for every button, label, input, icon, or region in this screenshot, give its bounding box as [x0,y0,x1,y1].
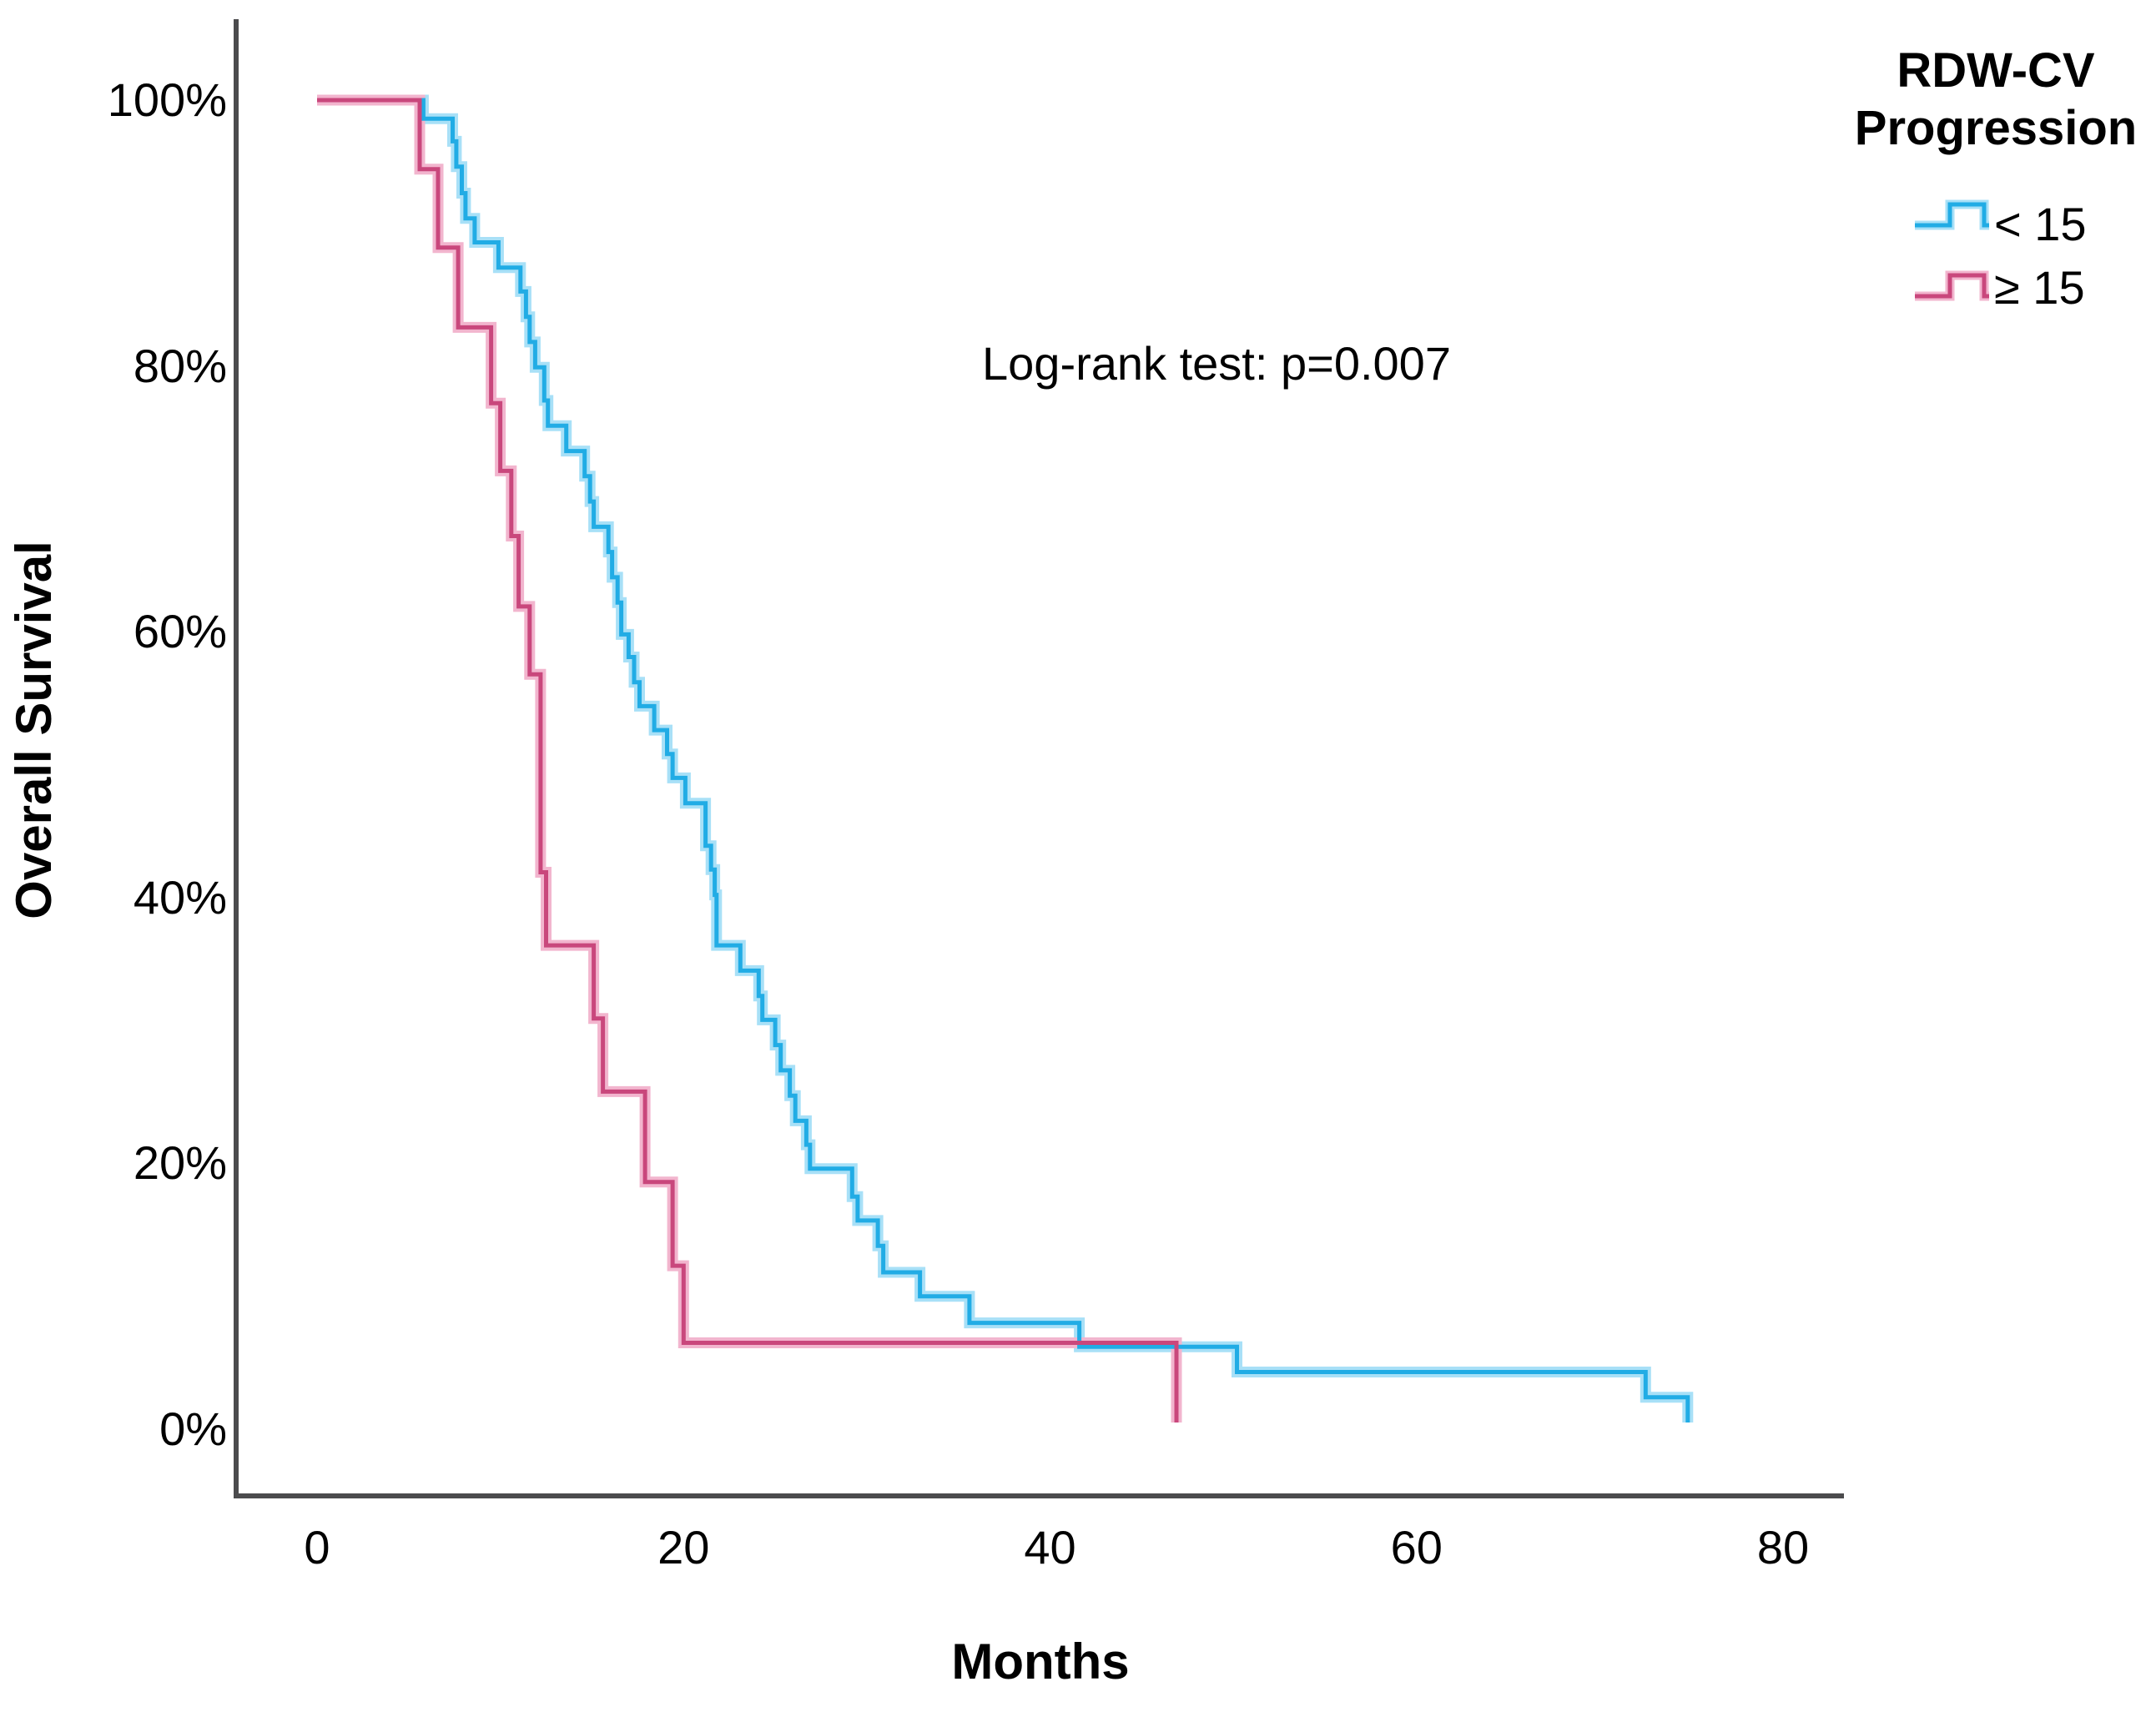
legend-title-line2: Progression [1854,101,2138,155]
y-tick-label: 40% [133,870,227,924]
x-tick-label: 40 [1024,1521,1076,1574]
km-curve-lt15 [317,98,1690,1422]
legend-title-line1: RDW-CV [1897,43,2095,98]
legend-glyphs [1915,199,1989,301]
y-axis-title: Overall Survival [6,541,62,919]
km-curves [317,94,1694,1422]
y-tick-label: 60% [133,605,227,658]
legend-glyph-ge15 [1915,273,1989,299]
x-tick-label: 0 [304,1521,330,1574]
x-tick-label: 20 [657,1521,710,1574]
x-axis-title: Months [951,1634,1130,1689]
x-tick-label: 60 [1390,1521,1443,1574]
y-tick-label: 100% [107,73,227,126]
km-curve-halo-lt15 [317,94,1694,1422]
km-curve-halo-ge15 [317,94,1182,1422]
legend-glyph-lt15 [1915,202,1989,228]
km-curve-ge15 [317,98,1179,1422]
logrank-annotation: Log-rank test: p=0.007 [982,337,1451,390]
y-tick-label: 20% [133,1136,227,1190]
legend-label-lt15: < 15 [1994,198,2087,250]
x-tick-label: 80 [1756,1521,1810,1574]
y-tick-label: 80% [133,339,227,392]
legend-title: RDW-CV Progression [1836,42,2156,157]
y-tick-label: 0% [159,1402,227,1455]
legend-label-ge15: ≥ 15 [1994,261,2085,314]
